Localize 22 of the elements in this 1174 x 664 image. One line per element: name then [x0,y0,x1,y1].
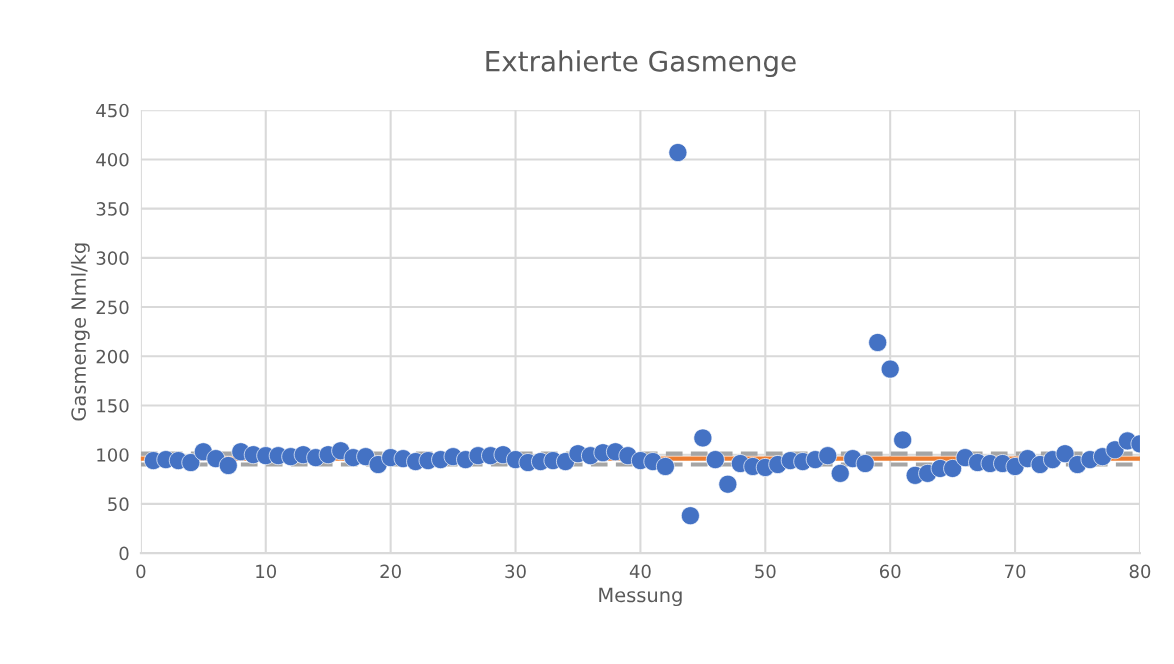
x-tick-label: 30 [505,564,526,579]
y-axis-title: Gasmenge Nml/kg [70,243,90,421]
y-tick-label: 300 [96,251,129,265]
chart-title: Extrahierte Gasmenge [486,50,796,78]
x-tick-label: 70 [1005,564,1026,579]
y-tick-label: 350 [96,202,129,216]
x-tick-label: 50 [755,564,776,579]
y-tick-label: 100 [97,448,129,462]
y-tick-label: 250 [96,300,129,315]
y-tick-label: 0 [119,546,129,561]
y-tick-label: 200 [96,349,129,364]
y-tick-label: 400 [96,152,129,167]
x-tick-label: 0 [136,564,146,579]
x-tick-label: 10 [256,564,277,579]
x-tick-label: 20 [380,564,401,579]
x-tick-label: 60 [879,564,901,579]
y-tick-label: 50 [108,497,129,512]
x-axis-title: Messung [599,587,682,607]
x-tick-label: 80 [1129,564,1151,579]
y-tick-label: 450 [96,103,129,118]
y-tick-label: 150 [97,398,129,413]
x-tick-label: 40 [629,564,651,579]
